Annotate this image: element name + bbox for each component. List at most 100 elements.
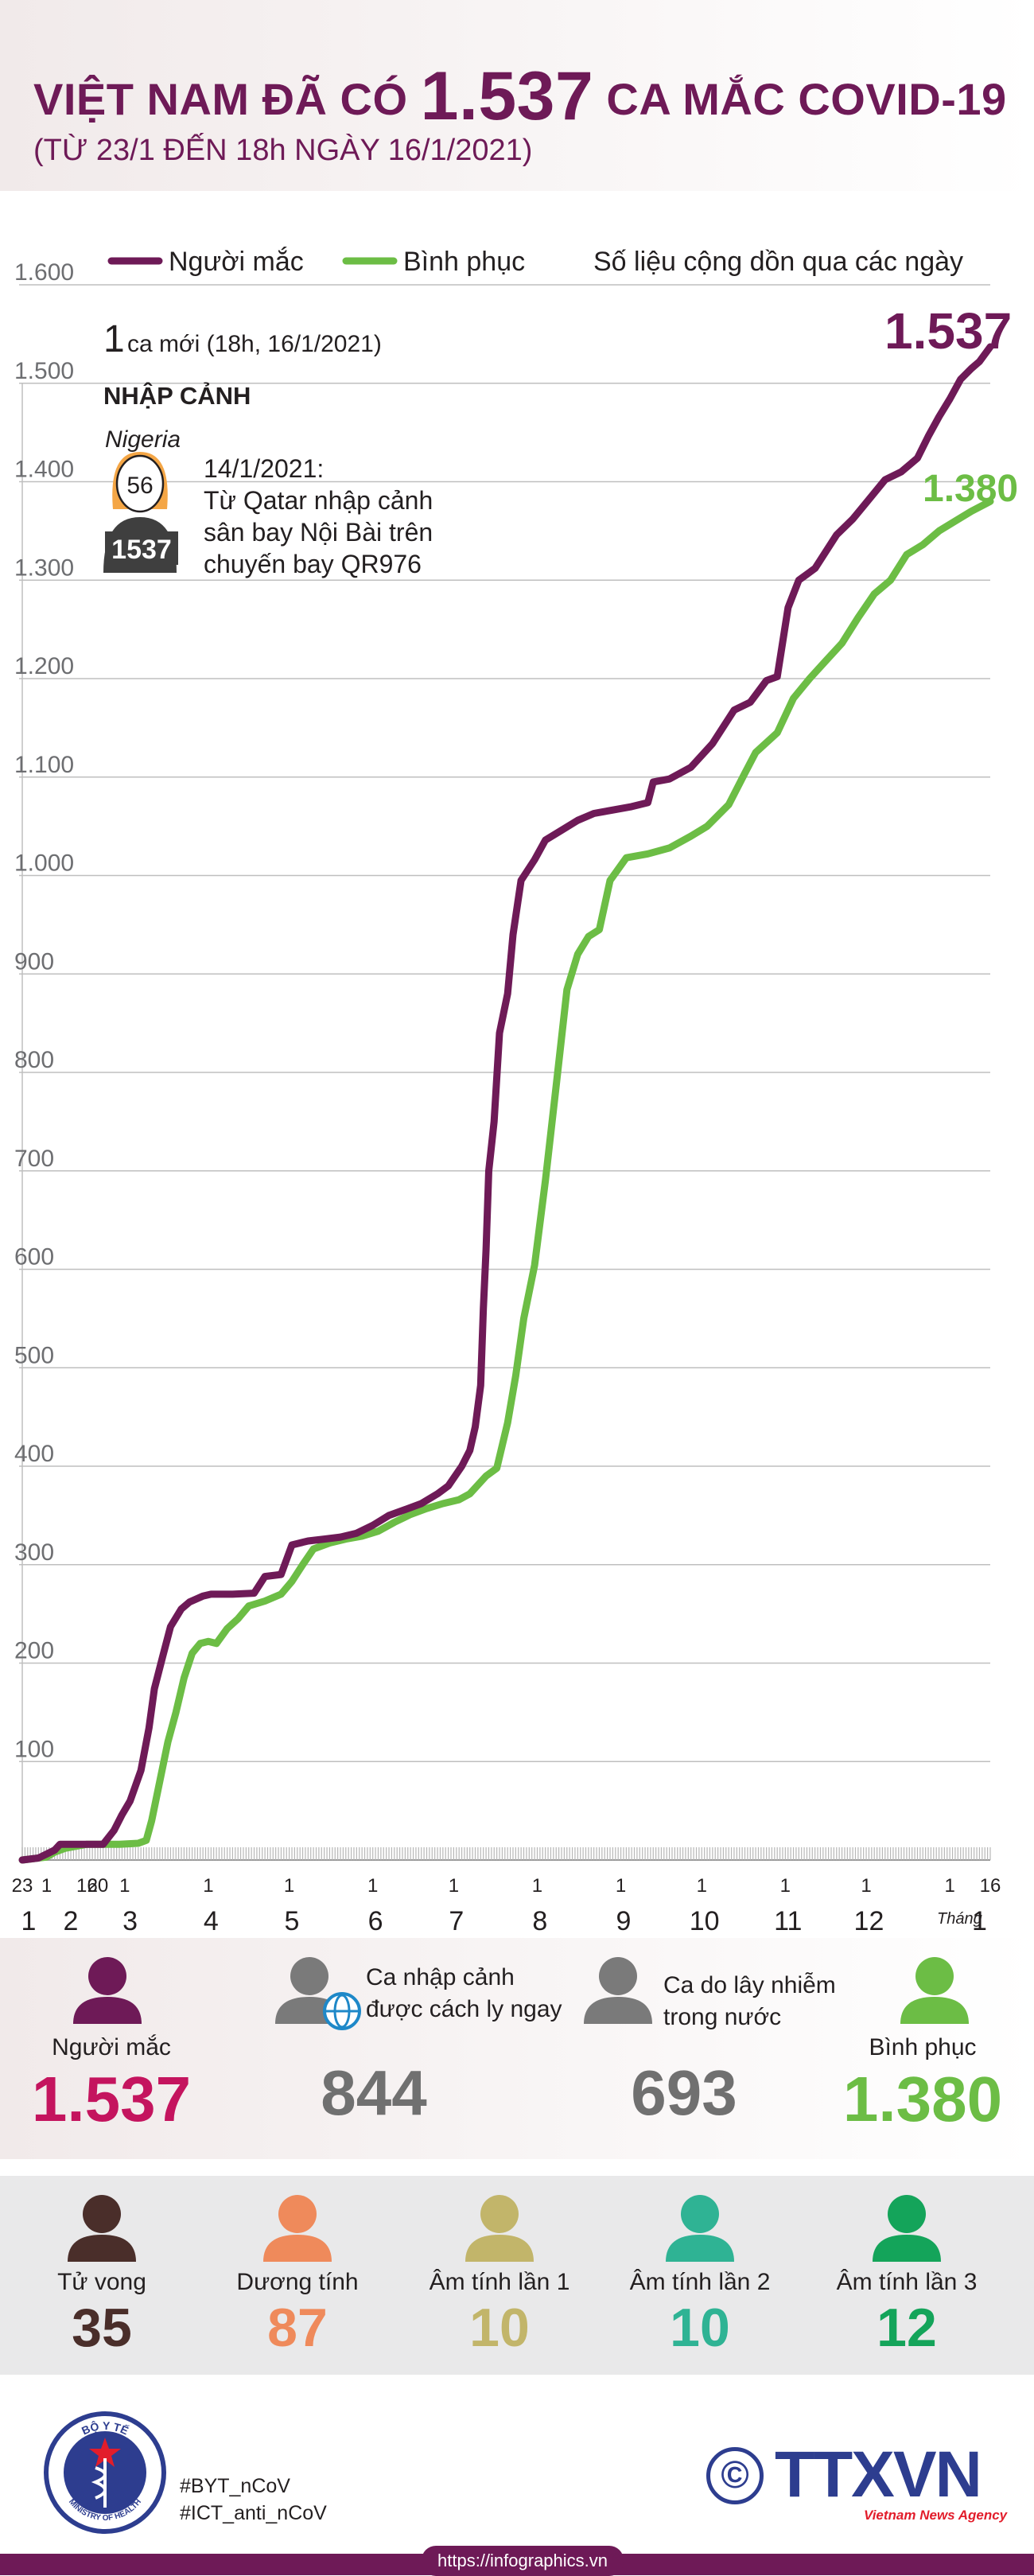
person-icon-cases (73, 1957, 142, 2024)
x-day-label: 20 (87, 1875, 109, 1897)
chart-legend: Người mắc Bình phục Số liệu cộng dồn qua… (107, 247, 963, 277)
logo-top-text: BỘ Y TẾ (80, 2418, 130, 2437)
end-label-cases: 1.537 (884, 302, 1012, 360)
y-tick-label: 800 (14, 1047, 54, 1073)
status-negative-1: Âm tính lần 1 10 (412, 2193, 587, 2360)
person-icon-negative-2 (666, 2195, 734, 2262)
x-day-label: 1 (41, 1875, 52, 1897)
new-case-count: 1 (103, 318, 125, 360)
title-suffix: CA MẮC COVID-19 (606, 74, 1007, 124)
ministry-of-health-logo: BỘ Y TẾ MINISTRY OF HEALTH (44, 2411, 166, 2534)
legend-note: Số liệu cộng dồn qua các ngày (593, 247, 963, 277)
annotation-line-2: Từ Qatar nhập cảnh (204, 486, 433, 515)
x-day-label: 1 (284, 1875, 294, 1897)
x-day-label: 1 (780, 1875, 791, 1897)
x-month-label: 9 (616, 1906, 632, 1936)
x-day-label: 1 (449, 1875, 459, 1897)
stat-imported-label: Ca nhập cảnh được cách ly ngay (366, 1962, 562, 2025)
person-icon-domestic (584, 1957, 652, 2024)
annotation-line-3: sân bay Nội Bài trên (204, 518, 433, 547)
x-day-label: 1 (532, 1875, 542, 1897)
stat-recovered-label: Bình phục (869, 2034, 977, 2060)
annotation-line-4: chuyến bay QR976 (204, 550, 422, 578)
x-month-label: 10 (690, 1906, 720, 1936)
stat-recovered: Bình phục 1.380 (811, 2032, 1034, 2135)
cumulative-cases-chart: 1.600 1.500 1.400 1.300 1.200 1.100 1.000 900 80… (12, 247, 1018, 1955)
x-day-label: 1 (616, 1875, 626, 1897)
hashtag-2: #ICT_anti_nCoV (180, 2502, 327, 2524)
stat-imported-value: 844 (321, 2057, 427, 2128)
x-month-label: 12 (854, 1906, 884, 1936)
title-number: 1.537 (420, 58, 594, 134)
x-day-label: 1 (697, 1875, 707, 1897)
stat-imported-label-line2: được cách ly ngay (366, 1996, 562, 2022)
end-label-recovered: 1.380 (923, 468, 1018, 510)
person-icon-deaths (68, 2195, 136, 2262)
agency-name: Vietnam News Agency (864, 2508, 1008, 2523)
x-month-word: Tháng (937, 1910, 982, 1928)
series-line-cases (18, 343, 994, 1864)
y-tick-label: 600 (14, 1244, 54, 1270)
status-negative-2: Âm tính lần 2 10 (612, 2193, 787, 2360)
page-title: VIỆT NAM ĐÃ CÓ 1.537 CA MẮC COVID-19 (33, 57, 1007, 136)
status-label: Dương tính (236, 2269, 359, 2295)
y-tick-label: 200 (14, 1638, 54, 1664)
page-subtitle: (TỪ 23/1 ĐẾN 18h NGÀY 16/1/2021) (33, 134, 533, 167)
status-label: Âm tính lần 3 (836, 2269, 978, 2295)
new-case-text: ca mới (18h, 16/1/2021) (127, 331, 382, 357)
y-tick-label: 1.400 (14, 457, 74, 483)
x-day-label: 16 (76, 1875, 98, 1897)
copyright-icon: © (706, 2447, 764, 2504)
stat-recovered-value: 1.380 (842, 2064, 1003, 2134)
stat-domestic-label-line2: trong nước (663, 2004, 782, 2030)
person-icon-negative-1 (465, 2195, 534, 2262)
x-month-label: 2 (64, 1906, 79, 1936)
x-day-label: 1 (119, 1875, 130, 1897)
y-tick-label: 400 (14, 1441, 54, 1467)
x-day-label: 1 (944, 1875, 954, 1897)
status-value: 87 (267, 2298, 328, 2358)
stat-domestic-value: 693 (631, 2057, 737, 2128)
x-day-label: 16 (980, 1875, 1001, 1897)
y-tick-label: 1.100 (14, 752, 74, 778)
series-line-recovered (18, 497, 994, 1864)
stat-domestic-label: Ca do lây nhiễm trong nước (663, 1970, 836, 2033)
y-tick-label: 1.500 (14, 358, 74, 384)
site-link[interactable]: https://infographics.vn (422, 2546, 624, 2576)
status-value: 12 (877, 2298, 937, 2358)
person-globe-icon (275, 1957, 361, 2030)
status-value: 35 (72, 2298, 132, 2358)
x-month-label: 6 (368, 1906, 383, 1936)
status-positive: Dương tính 87 (210, 2193, 385, 2360)
y-axis-ticks: 1.600 1.500 1.400 1.300 1.200 1.100 1.000 900 80… (14, 259, 74, 1762)
stat-imported: 844 (262, 2057, 485, 2129)
new-case-annotation: 1 ca mới (18h, 16/1/2021) NHẬP CẢNH Nige… (103, 318, 433, 578)
stat-cases: Người mắc 1.537 (16, 2032, 207, 2135)
status-value: 10 (469, 2298, 530, 2358)
stat-domestic: 693 (573, 2057, 795, 2129)
status-negative-3: Âm tính lần 3 12 (819, 2193, 994, 2360)
y-tick-label: 900 (14, 948, 54, 975)
y-tick-label: 1.200 (14, 653, 74, 679)
status-label: Âm tính lần 2 (629, 2269, 771, 2295)
y-tick-label: 100 (14, 1736, 54, 1762)
patient-id: 1537 (111, 535, 172, 565)
person-icon-positive (263, 2195, 332, 2262)
x-axis-day-ticks (21, 1847, 991, 1860)
x-month-label: 3 (122, 1906, 138, 1936)
x-month-label: 1 (21, 1906, 37, 1936)
status-value: 10 (670, 2298, 730, 2358)
status-deaths: Tử vong 35 (14, 2193, 189, 2360)
status-label: Âm tính lần 1 (429, 2269, 570, 2295)
svg-text:BỘ Y TẾ: BỘ Y TẾ (80, 2418, 130, 2437)
x-month-label: 11 (774, 1906, 802, 1936)
x-month-label: 4 (204, 1906, 219, 1936)
person-icon-negative-3 (873, 2195, 941, 2262)
y-tick-label: 1.000 (14, 850, 74, 877)
legend-label-recovered: Bình phục (403, 247, 525, 277)
x-month-label: 8 (532, 1906, 547, 1936)
x-month-label: 1 (972, 1906, 987, 1936)
treatment-status-panel: Tử vong 35 Dương tính 87 Âm tính lần 1 1… (0, 2176, 1034, 2375)
patient-age: 56 (126, 473, 153, 499)
stat-domestic-label-line1: Ca do lây nhiễm (663, 1972, 836, 1998)
